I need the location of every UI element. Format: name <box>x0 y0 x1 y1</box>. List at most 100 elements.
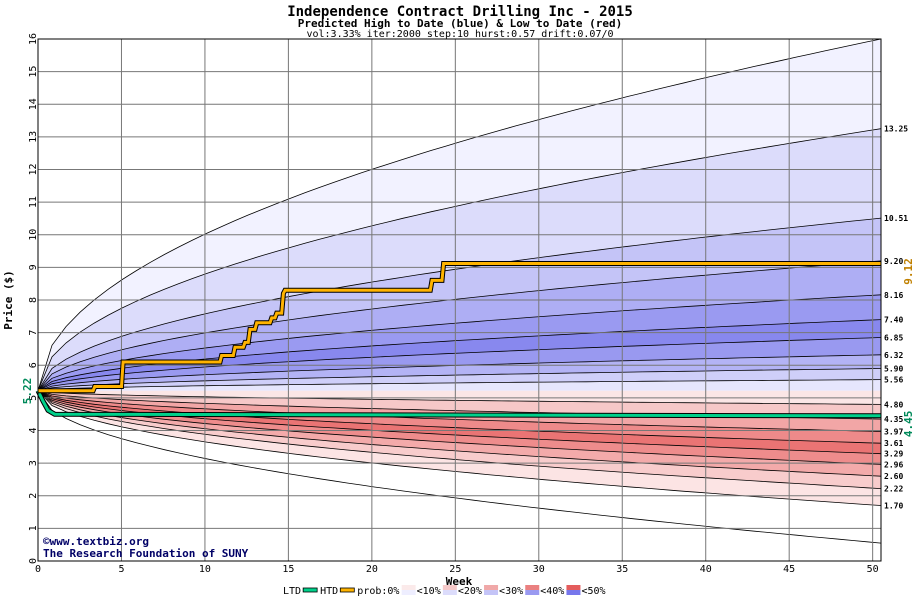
high-band-4 <box>38 294 881 391</box>
x-tick-label: 20 <box>366 564 378 575</box>
legend-bucket-swatch-3-bottom <box>525 590 540 595</box>
low-band-2 <box>38 390 881 489</box>
series-end-label-LTD: 4.45 <box>902 411 915 438</box>
x-tick-label: 35 <box>616 564 628 575</box>
percentile-end-label: 2.96 <box>884 460 903 469</box>
high-band-3 <box>38 260 881 391</box>
high-boundary-4 <box>37 294 882 391</box>
y-tick-label: 8 <box>28 297 39 303</box>
chart-params: vol:3.33% iter:2000 step:10 hurst:0.57 d… <box>306 29 613 40</box>
y-tick-label: 9 <box>28 264 39 270</box>
percentile-end-label: 3.97 <box>884 427 903 436</box>
x-tick-label: 25 <box>449 564 461 575</box>
low-boundary-9 <box>37 390 882 544</box>
x-tick-label: 5 <box>118 564 124 575</box>
percentile-bands <box>37 38 882 544</box>
y-tick-label: 14 <box>28 98 39 110</box>
high-boundary-1 <box>37 128 882 391</box>
chart-title: Independence Contract Drilling Inc - 201… <box>287 4 633 20</box>
plot-frame <box>37 38 882 562</box>
high-boundary-3 <box>37 260 882 391</box>
legend-bucket-swatch-4-top <box>566 585 581 590</box>
y-tick-label: 5 <box>28 395 39 401</box>
legend-bucket-label-2: <30% <box>499 586 523 597</box>
percentile-end-label: 2.22 <box>884 485 903 494</box>
x-tick-label: 0 <box>35 564 41 575</box>
high-boundary-6 <box>37 337 882 392</box>
end-labels: 13.25 10.51 9.20 8.16 7.40 6.85 6.32 5.90 5.56 4.… <box>884 125 915 511</box>
legend-htd-label: HTD <box>320 586 338 597</box>
high-boundary-0 <box>37 38 882 391</box>
low-band-5 <box>38 390 881 454</box>
low-band-4 <box>38 390 881 465</box>
y-tick-label: 7 <box>28 330 39 336</box>
percentile-end-label: 3.29 <box>884 450 903 459</box>
legend-bucket-swatch-4-bottom <box>566 590 581 595</box>
chart-subtitle: Predicted High to Date (blue) & Low to D… <box>298 17 623 30</box>
legend-bucket-swatch-0-bottom <box>401 590 416 595</box>
percentile-end-label: 4.35 <box>884 415 903 424</box>
legend-bucket-swatch-2-bottom <box>484 590 499 595</box>
legend-bucket-swatch-1-bottom <box>442 590 457 595</box>
low-boundary-5 <box>37 390 882 465</box>
percentile-end-label: 5.90 <box>884 365 903 374</box>
x-tick-label: 10 <box>199 564 211 575</box>
legend: LTD HTD prob:0% <10% <20% <30% <40% <50% <box>283 585 606 597</box>
series-end-label-HTD: 9.12 <box>902 258 915 285</box>
grid <box>37 38 881 562</box>
y-tick-label: 11 <box>28 196 39 208</box>
percentile-end-label: 8.16 <box>884 291 903 300</box>
start-price-label: 5.22 <box>21 378 34 405</box>
low-boundary-2 <box>37 390 882 432</box>
percentile-end-label: 6.32 <box>884 351 903 360</box>
y-tick-label: 13 <box>28 131 39 143</box>
x-tick-label: 30 <box>533 564 545 575</box>
y-tick-label: 16 <box>28 33 39 45</box>
legend-bucket-swatch-3-top <box>525 585 540 590</box>
legend-prob-label: prob:0% <box>357 586 399 597</box>
high-band-7 <box>38 354 881 391</box>
percentile-end-label: 4.80 <box>884 400 903 409</box>
percentile-end-label: 5.56 <box>884 376 903 385</box>
high-boundary-8 <box>37 368 882 392</box>
high-band-9 <box>38 379 881 391</box>
percentile-end-label: 9.20 <box>884 257 903 266</box>
high-boundary-2 <box>37 217 882 391</box>
legend-bucket-swatch-2-top <box>484 585 499 590</box>
legend-bucket-label-0: <10% <box>417 586 441 597</box>
series-line-LTD <box>36 390 882 418</box>
y-tick-label: 15 <box>28 66 39 78</box>
axis-tick-labels: 0 5 10 15 20 25 30 35 40 45 5001234567891011121314… <box>28 33 879 575</box>
y-tick-label: 1 <box>28 525 39 531</box>
legend-ltd-label: LTD <box>283 586 301 597</box>
series-lines <box>35 261 882 419</box>
x-tick-label: 15 <box>282 564 294 575</box>
percentile-end-label: 1.70 <box>884 502 903 511</box>
y-tick-label: 12 <box>28 163 39 175</box>
legend-bucket-label-3: <40% <box>540 586 564 597</box>
high-band-5 <box>38 319 881 391</box>
legend-bucket-label-1: <20% <box>458 586 482 597</box>
low-band-1 <box>38 390 881 506</box>
legend-htd-swatch <box>339 587 355 593</box>
y-tick-label: 10 <box>28 229 39 241</box>
x-axis-label: Week <box>446 575 473 588</box>
percentile-end-label: 2.60 <box>884 472 903 481</box>
high-boundary-9 <box>37 379 882 392</box>
high-band-0 <box>38 39 881 391</box>
low-boundary-6 <box>37 390 882 477</box>
y-tick-label: 4 <box>28 427 39 433</box>
x-tick-label: 40 <box>700 564 712 575</box>
y-axis-label: Price ($) <box>2 270 15 330</box>
y-tick-label: 3 <box>28 460 39 466</box>
low-band-0 <box>38 390 881 544</box>
percentile-end-label: 6.85 <box>884 334 903 343</box>
legend-bucket-label-4: <50% <box>581 586 605 597</box>
high-band-6 <box>38 337 881 391</box>
y-tick-label: 0 <box>28 558 39 564</box>
x-tick-label: 45 <box>783 564 795 575</box>
legend-bucket-swatch-1-top <box>442 585 457 590</box>
percentile-end-label: 7.40 <box>884 316 903 325</box>
y-tick-label: 6 <box>28 362 39 368</box>
